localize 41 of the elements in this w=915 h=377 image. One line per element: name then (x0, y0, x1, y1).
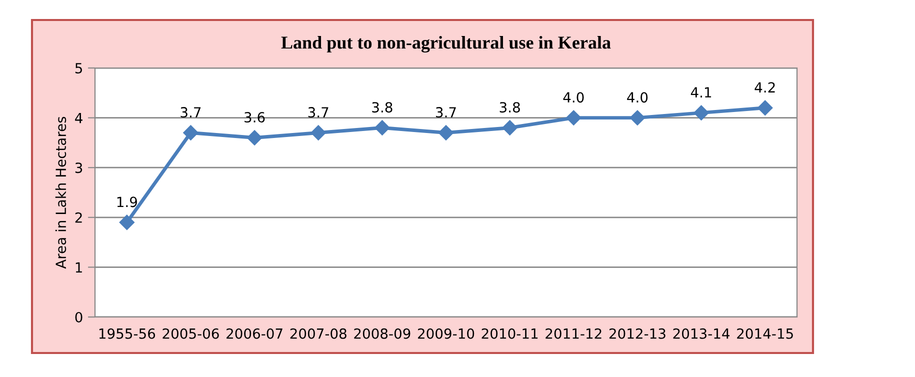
x-tick-label: 2006-07 (226, 328, 282, 339)
x-tick-label: 2011-12 (546, 328, 602, 339)
data-label: 4.1 (690, 87, 712, 98)
y-tick-label: 0 (75, 312, 82, 322)
point (630, 110, 646, 126)
data-label: 4.0 (627, 92, 648, 103)
point (310, 125, 326, 140)
data-label: 3.7 (180, 107, 201, 118)
y-axis-title: Area in Lakh Hectares (55, 116, 66, 269)
y-tick-label: 5 (75, 63, 82, 74)
x-tick-label: 2005-06 (162, 328, 219, 339)
data-label: 3.8 (500, 102, 520, 113)
point (119, 214, 134, 230)
point (758, 100, 773, 116)
data-label: 3.7 (436, 107, 456, 118)
x-tick-label: 1955-56 (99, 328, 156, 339)
chart-title: Land put to non-agricultural use in Kerala (281, 36, 611, 53)
x-tick-label: 2009-10 (418, 328, 474, 339)
data-label: 3.8 (372, 102, 392, 113)
y-tick-label: 1 (76, 262, 82, 272)
data-label: 1.9 (117, 196, 137, 208)
y-tick-label: 4 (75, 112, 82, 124)
data-label: 3.7 (308, 107, 328, 118)
x-tick-label: 2007-08 (290, 328, 346, 339)
x-tick-label: 2013-14 (673, 328, 730, 339)
x-tick-label: 2008-09 (354, 328, 410, 339)
point (438, 125, 454, 140)
x-tick-label: 2014-15 (737, 328, 793, 339)
data-label: 4.2 (754, 82, 775, 92)
point (183, 125, 198, 140)
x-tick-label: 2012-13 (609, 328, 666, 339)
point (502, 120, 518, 136)
data-label: 3.6 (244, 112, 265, 123)
point (694, 105, 709, 120)
y-tick-label: 2 (75, 212, 82, 223)
x-tick-label: 2010-11 (482, 328, 538, 339)
point (246, 130, 262, 146)
point (374, 120, 390, 136)
y-tick-label: 3 (75, 162, 82, 174)
data-label: 4.0 (563, 92, 584, 103)
point (566, 110, 582, 126)
